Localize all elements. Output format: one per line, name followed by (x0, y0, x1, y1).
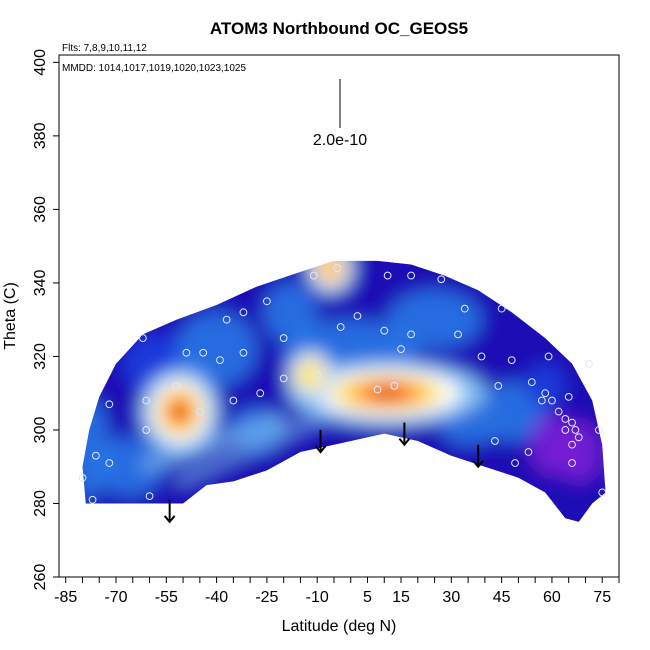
observation-point (568, 440, 576, 449)
x-tick-label: -40 (205, 589, 228, 606)
x-tick-label: -85 (54, 589, 77, 606)
observation-point (279, 374, 288, 383)
profile-arrows (163, 422, 484, 524)
observation-point (598, 488, 607, 497)
y-axis-label: Theta (C) (2, 282, 19, 350)
observation-point (564, 392, 573, 401)
observation-point (527, 378, 536, 387)
observation-point (494, 381, 503, 390)
y-tick-label: 360 (32, 196, 49, 223)
y-tick-label: 280 (32, 490, 49, 517)
profile-arrow (398, 422, 411, 447)
observation-point (239, 308, 248, 317)
x-tick-label: 30 (442, 589, 460, 606)
observation-points (78, 264, 607, 504)
observation-point (78, 473, 87, 482)
dates-note: MMDD: 1014,1017,1019,1020,1023,1025 (62, 63, 246, 74)
observation-point (477, 352, 486, 361)
x-tick-label: 60 (543, 589, 561, 606)
observation-point (105, 459, 114, 467)
observation-point (541, 389, 550, 398)
observation-point (142, 396, 151, 405)
scale-bar-label: 2.0e-10 (313, 132, 367, 149)
observation-point (507, 356, 516, 365)
observation-point (216, 356, 224, 365)
chart-title: ATOM3 Northbound OC_GEOS5 (210, 19, 468, 38)
observation-point (397, 345, 405, 353)
x-tick-label: -55 (155, 589, 178, 606)
x-axis-label: Latitude (deg N) (282, 618, 397, 635)
x-tick-label: 75 (593, 589, 611, 606)
scale-bar: 2.0e-10 (313, 79, 367, 149)
x-tick-label: 45 (493, 589, 511, 606)
observation-point (91, 451, 100, 460)
y-axis: 260 280 300 320 340 360 380 400 (32, 49, 59, 590)
observation-point (195, 407, 204, 416)
observation-point (138, 334, 147, 342)
observation-point (571, 426, 580, 434)
observation-point (437, 275, 446, 284)
observation-point (491, 437, 499, 445)
x-axis: -85 -70 -55 -40 -25 -10 5 15 30 45 60 75 (54, 577, 620, 606)
observation-point (263, 297, 271, 306)
observation-point (172, 381, 181, 390)
y-tick-label: 400 (32, 49, 49, 76)
profile-arrow (472, 444, 484, 469)
observation-point (145, 492, 154, 501)
observation-point (497, 304, 506, 313)
observation-point (390, 381, 399, 390)
observation-point (554, 407, 563, 416)
observation-point (460, 304, 469, 313)
profile-arrow (163, 499, 176, 524)
observation-point (279, 334, 288, 342)
x-tick-label: -10 (306, 589, 329, 606)
x-tick-label: 5 (363, 589, 372, 606)
plot-frame (58, 54, 620, 578)
x-tick-label: -70 (104, 589, 127, 606)
observation-point (239, 348, 248, 357)
observation-point (309, 271, 318, 280)
observation-point (182, 348, 191, 357)
observation-point (454, 330, 462, 339)
observation-point (407, 330, 415, 339)
observation-point (88, 495, 97, 504)
observation-point (380, 326, 389, 335)
y-tick-label: 260 (32, 564, 49, 591)
x-tick-label: -25 (255, 589, 278, 606)
observation-point (142, 426, 151, 434)
observation-point (561, 426, 570, 434)
observation-point (407, 271, 415, 280)
observation-point (353, 312, 362, 320)
observation-point (511, 459, 519, 467)
observation-point (256, 389, 265, 398)
y-tick-label: 320 (32, 343, 49, 370)
observation-point (561, 415, 570, 423)
observation-point (594, 426, 603, 434)
y-tick-label: 380 (32, 122, 49, 149)
y-tick-label: 300 (32, 417, 49, 444)
observation-point (336, 323, 345, 331)
observation-point (105, 400, 114, 409)
flights-note: Flts: 7,8,9,10,11,12 (62, 43, 147, 54)
observation-point (544, 352, 553, 361)
observation-point (584, 359, 593, 368)
observation-point (199, 348, 208, 357)
observation-point (222, 315, 231, 324)
observation-point (524, 448, 533, 456)
observation-point (373, 385, 382, 394)
observation-point (574, 433, 583, 442)
observation-point (333, 264, 342, 273)
observation-point (568, 459, 576, 467)
x-tick-label: 15 (392, 589, 410, 606)
observation-point (229, 396, 238, 405)
observation-point (537, 396, 546, 405)
observation-point (383, 271, 392, 280)
observation-point (548, 396, 556, 405)
profile-arrow (314, 429, 327, 454)
observation-point (313, 370, 322, 379)
observation-point (568, 418, 576, 427)
y-tick-label: 340 (32, 269, 49, 296)
